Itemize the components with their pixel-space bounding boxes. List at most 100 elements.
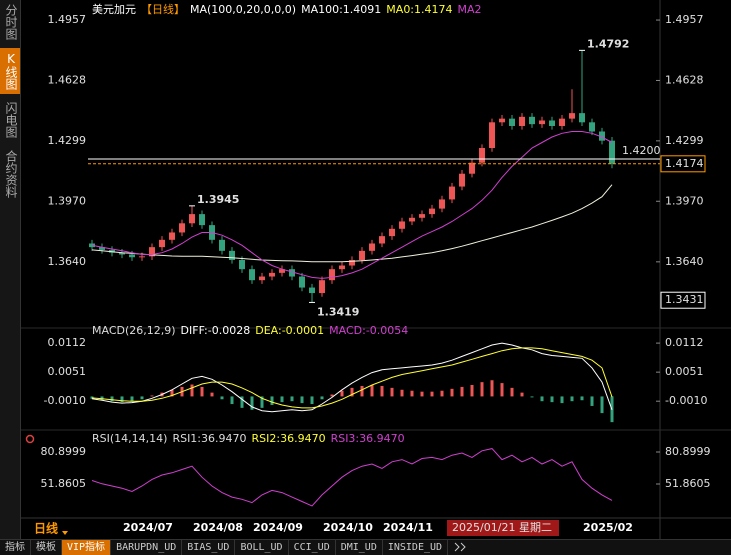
legend-item: 【日线】 <box>141 2 185 16</box>
x-tick-label: 2024/10 <box>323 521 373 534</box>
candle-body <box>239 260 245 270</box>
candle-body <box>179 223 185 233</box>
y-tick-label: -0.0010 <box>44 394 86 407</box>
candle-body <box>139 256 145 258</box>
side-tab[interactable]: 分时图 <box>4 4 18 40</box>
candle-body <box>459 173 465 187</box>
indicator-line <box>91 347 613 409</box>
chart: 日线 美元加元 【日线】 MA(100,0,20,0,0,0) MA100:1.409… <box>20 0 731 539</box>
x-tick-label: 2024/08 <box>193 521 243 534</box>
legend-item: RSI3:36.9470 <box>331 432 405 445</box>
candle-body <box>149 247 155 257</box>
candle-body <box>409 217 415 222</box>
candle-body <box>199 214 205 226</box>
side-tab[interactable]: K线图 <box>0 48 20 94</box>
candle-body <box>369 243 375 251</box>
candle-body <box>549 120 555 126</box>
candle-body <box>389 228 395 237</box>
price-box-label: 1.4174 <box>665 157 704 170</box>
price-box-label: 1.3431 <box>665 293 704 306</box>
extreme-label: 1.4792 <box>587 37 629 50</box>
legend-item: DIFF:-0.0028 <box>181 324 251 337</box>
candle-body <box>329 269 335 281</box>
indicator-tab[interactable]: 模板 <box>31 540 62 555</box>
y-tick-label: 1.4957 <box>48 13 87 26</box>
candle-body <box>319 280 325 294</box>
candle-body <box>309 287 315 294</box>
indicator-tab[interactable]: BIAS_UD <box>182 540 236 555</box>
legend-item: MA0:1.4174 <box>386 3 452 16</box>
y-tick-label: 1.4299 <box>48 134 87 147</box>
x-tick-label: 2024/07 <box>123 521 173 534</box>
y-tick-label: 80.8999 <box>41 445 87 458</box>
legend-item: RSI1:36.9470 <box>172 432 246 445</box>
candle-body <box>399 221 405 229</box>
arrow-icon[interactable] <box>454 542 468 552</box>
legend-item: MA(100,0,20,0,0,0) <box>190 3 296 16</box>
candle-body <box>609 140 615 164</box>
y-tick-label: 0.0051 <box>665 365 704 378</box>
x-tick-label: 2025/02 <box>583 521 633 534</box>
indicator-icon[interactable] <box>25 434 35 444</box>
y-tick-label: 1.4628 <box>665 73 704 86</box>
candle-body <box>219 239 225 251</box>
dropdown-arrow[interactable] <box>62 531 68 535</box>
candle-body <box>419 214 425 218</box>
candle-body <box>279 269 285 273</box>
candle-body <box>289 269 295 277</box>
indicator-tab[interactable]: CCI_UD <box>289 540 336 555</box>
y-tick-label: 1.4628 <box>48 73 87 86</box>
y-tick-label: 0.0112 <box>48 336 87 349</box>
indicator-tab[interactable]: DMI_UD <box>336 540 383 555</box>
x-tick-label: 2024/11 <box>383 521 433 534</box>
indicator-tab[interactable]: VIP指标 <box>62 540 112 555</box>
panel-title: MACD(26,12,9) DIFF:-0.0028 DEA:-0.0001 MACD… <box>92 324 408 337</box>
cursor-date: 2025/01/21 星期二 <box>452 521 552 534</box>
price-box <box>660 155 706 173</box>
period-label[interactable]: 日线 <box>34 521 58 536</box>
candle-body <box>539 120 545 125</box>
candle-body <box>469 162 475 174</box>
indicator-line <box>91 448 613 507</box>
legend-item: RSI(14,14,14) <box>92 432 167 445</box>
candle-body <box>449 186 455 200</box>
indicator-tab[interactable]: BARUPDN_UD <box>111 540 183 555</box>
candle-body <box>349 260 355 266</box>
sidebar: 分时图 K线图闪电图合约资料 <box>0 0 21 539</box>
candle-body <box>249 269 255 281</box>
candle-body <box>189 214 195 224</box>
candle-body <box>229 250 235 261</box>
cursor-date-box <box>447 520 559 536</box>
indicator-tab[interactable]: BOLL_UD <box>235 540 289 555</box>
panel-title: 美元加元 【日线】 MA(100,0,20,0,0,0) MA100:1.4091 MA… <box>92 2 482 16</box>
indicator-tab[interactable]: 指标 <box>0 540 31 555</box>
candle-body <box>499 118 505 123</box>
candle-body <box>159 239 165 248</box>
indicator-line <box>91 342 613 413</box>
scroll-arrows[interactable] <box>448 542 474 555</box>
y-tick-label: 0.0112 <box>665 336 704 349</box>
extreme-label: 1.3945 <box>197 193 239 206</box>
panel-title: RSI(14,14,14) RSI1:36.9470 RSI2:36.9470 RSI… <box>92 432 405 445</box>
candle-body <box>569 113 575 119</box>
candle-body <box>479 148 485 163</box>
candle-body <box>489 122 495 149</box>
indicator-tab[interactable]: INSIDE_UD <box>383 540 449 555</box>
candle-body <box>589 122 595 132</box>
candle-body <box>129 254 135 258</box>
y-tick-label: 1.3640 <box>665 255 704 268</box>
legend-item: MA100:1.4091 <box>301 3 381 16</box>
legend-item: MACD(26,12,9) <box>92 324 176 337</box>
y-tick-label: 51.8605 <box>665 477 711 490</box>
candle-body <box>559 118 565 126</box>
side-tab[interactable]: 闪电图 <box>4 102 18 138</box>
side-tab[interactable]: 合约资料 <box>4 150 18 198</box>
legend-item: MACD:-0.0054 <box>329 324 408 337</box>
y-tick-label: 1.3970 <box>48 194 87 207</box>
legend-item: RSI2:36.9470 <box>252 432 326 445</box>
indicator-line <box>91 184 613 263</box>
candle-body <box>599 131 605 141</box>
price-box <box>660 291 706 309</box>
legend-item: DEA:-0.0001 <box>255 324 324 337</box>
